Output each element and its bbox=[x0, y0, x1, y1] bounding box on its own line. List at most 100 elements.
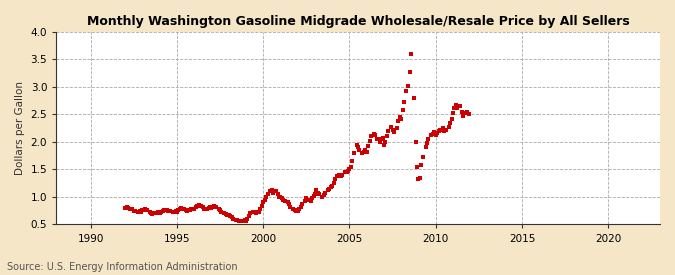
Point bbox=[409, 96, 420, 100]
Point bbox=[284, 201, 294, 206]
Point bbox=[416, 163, 427, 167]
Point bbox=[432, 131, 443, 135]
Point bbox=[261, 195, 271, 199]
Point bbox=[133, 210, 144, 214]
Point bbox=[413, 177, 424, 182]
Point bbox=[376, 137, 387, 141]
Point bbox=[186, 207, 196, 211]
Text: Source: U.S. Energy Information Administration: Source: U.S. Energy Information Administ… bbox=[7, 262, 238, 272]
Point bbox=[226, 215, 237, 219]
Point bbox=[354, 148, 365, 152]
Point bbox=[123, 206, 134, 210]
Point bbox=[429, 130, 439, 134]
Point bbox=[291, 209, 302, 213]
Point bbox=[192, 204, 202, 208]
Point bbox=[360, 148, 371, 152]
Point bbox=[265, 189, 276, 194]
Point bbox=[147, 212, 158, 216]
Point bbox=[156, 210, 167, 214]
Point bbox=[250, 211, 261, 215]
Point bbox=[188, 206, 198, 211]
Point bbox=[189, 206, 200, 211]
Point bbox=[292, 208, 303, 213]
Point bbox=[387, 128, 398, 132]
Point bbox=[421, 145, 431, 150]
Point bbox=[215, 207, 225, 212]
Point bbox=[422, 141, 433, 145]
Point bbox=[439, 129, 450, 133]
Point bbox=[397, 108, 408, 112]
Point bbox=[164, 209, 175, 213]
Point bbox=[328, 181, 339, 185]
Point bbox=[306, 196, 317, 200]
Point bbox=[396, 117, 406, 121]
Point bbox=[223, 212, 234, 217]
Point bbox=[348, 151, 359, 155]
Point bbox=[452, 106, 462, 110]
Point bbox=[318, 193, 329, 197]
Point bbox=[138, 207, 149, 212]
Point bbox=[437, 126, 448, 130]
Point bbox=[203, 206, 214, 210]
Point bbox=[346, 164, 356, 169]
Point bbox=[305, 199, 316, 204]
Point bbox=[232, 218, 243, 222]
Point bbox=[341, 169, 352, 174]
Point bbox=[207, 205, 218, 209]
Point bbox=[458, 113, 468, 118]
Point bbox=[209, 204, 220, 208]
Point bbox=[127, 207, 138, 211]
Point bbox=[374, 140, 385, 144]
Point bbox=[128, 208, 139, 213]
Point bbox=[259, 197, 270, 202]
Point bbox=[182, 208, 192, 213]
Point bbox=[330, 177, 341, 182]
Point bbox=[460, 111, 471, 116]
Point bbox=[340, 170, 350, 174]
Point bbox=[180, 207, 191, 212]
Point bbox=[175, 207, 186, 211]
Point bbox=[323, 188, 333, 192]
Point bbox=[140, 207, 151, 211]
Point bbox=[170, 209, 181, 213]
Point bbox=[426, 133, 437, 138]
Point bbox=[155, 211, 165, 215]
Point bbox=[324, 186, 335, 191]
Point bbox=[380, 140, 391, 144]
Point bbox=[157, 209, 168, 213]
Point bbox=[193, 203, 204, 207]
Point bbox=[404, 69, 415, 74]
Point bbox=[440, 128, 451, 132]
Point bbox=[347, 159, 358, 163]
Point bbox=[271, 189, 281, 194]
Point bbox=[392, 126, 402, 130]
Point bbox=[275, 195, 286, 199]
Point bbox=[301, 196, 312, 200]
Point bbox=[462, 109, 472, 114]
Point bbox=[190, 205, 201, 209]
Point bbox=[141, 208, 152, 212]
Point bbox=[242, 217, 252, 221]
Point bbox=[386, 124, 397, 129]
Point bbox=[310, 192, 321, 196]
Point bbox=[245, 211, 256, 216]
Point bbox=[371, 137, 382, 141]
Point bbox=[423, 137, 434, 141]
Point bbox=[308, 194, 319, 198]
Point bbox=[383, 129, 394, 133]
Point bbox=[370, 133, 381, 138]
Point bbox=[202, 207, 213, 211]
Point bbox=[239, 218, 250, 222]
Point bbox=[198, 205, 209, 210]
Point bbox=[262, 192, 273, 196]
Point bbox=[361, 150, 372, 154]
Point bbox=[290, 208, 300, 212]
Point bbox=[335, 174, 346, 178]
Point bbox=[410, 140, 421, 144]
Point bbox=[389, 130, 400, 134]
Point bbox=[173, 208, 184, 212]
Point bbox=[206, 206, 217, 210]
Point bbox=[120, 206, 131, 210]
Point bbox=[240, 218, 251, 223]
Point bbox=[234, 218, 244, 223]
